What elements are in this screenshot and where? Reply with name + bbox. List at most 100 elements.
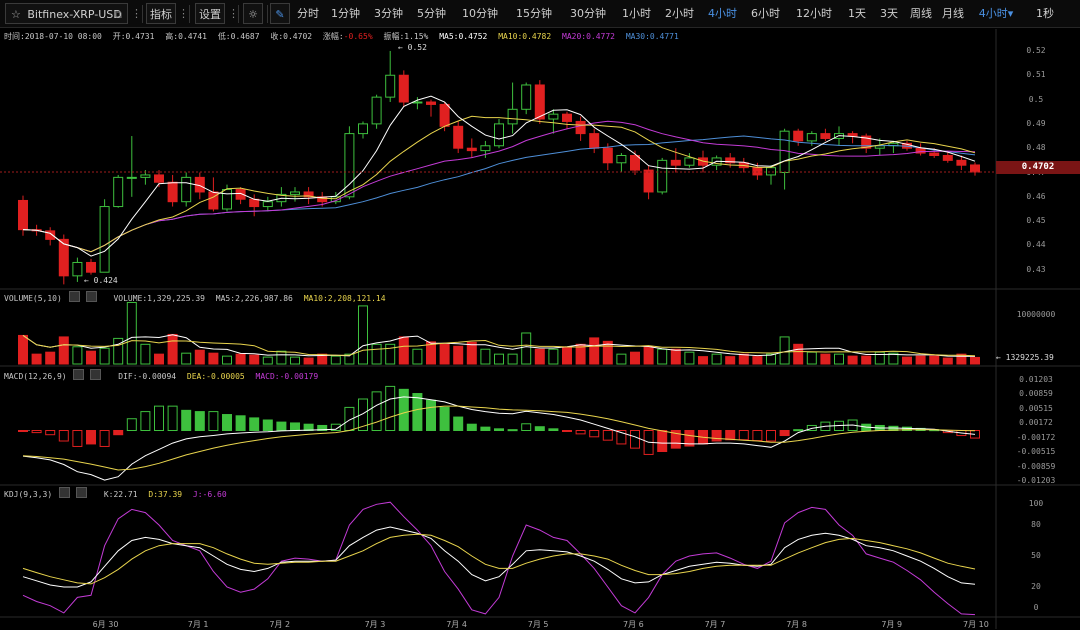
period-tab-4[interactable]: 10分钟	[462, 7, 498, 20]
x-tick-label: 7月 2	[269, 620, 291, 629]
candle-body	[126, 176, 137, 179]
candle-body	[167, 181, 178, 203]
refresh-rate-label[interactable]: 1秒	[1036, 7, 1054, 20]
period-tab-5[interactable]: 15分钟	[516, 7, 552, 20]
volume-bar	[602, 340, 613, 365]
volume-bar	[249, 354, 260, 365]
indicators-button[interactable]: 指标	[146, 3, 176, 24]
period-tab-0[interactable]: 分时	[297, 7, 319, 20]
macd-close-icon[interactable]	[90, 369, 102, 380]
candle-body	[398, 74, 409, 103]
period-tab-6[interactable]: 30分钟	[570, 7, 606, 20]
volume-bar	[317, 353, 328, 365]
macd-bar	[684, 430, 695, 447]
macd-settings-icon[interactable]	[73, 369, 85, 380]
period-tab-1[interactable]: 1分钟	[331, 7, 360, 20]
volume-bar	[956, 353, 967, 365]
period-tab-11[interactable]: 12小时	[796, 7, 832, 20]
period-tab-9[interactable]: 4小时	[708, 7, 737, 20]
candle-body	[847, 133, 858, 137]
volume-bar	[72, 346, 83, 365]
period-tab-16[interactable]: 4小时▾	[978, 7, 1014, 20]
kdj-settings-icon[interactable]	[59, 487, 70, 498]
candle-body	[181, 176, 192, 203]
macd-bar	[262, 419, 273, 431]
candle-body	[249, 198, 260, 208]
draw-pen-icon[interactable]: ✎	[270, 3, 290, 24]
kdj-close-icon[interactable]	[76, 487, 87, 498]
volume-bar	[480, 348, 491, 365]
settings-button[interactable]: 设置	[195, 3, 225, 24]
volume-bar	[970, 356, 980, 365]
volume-bar	[630, 351, 640, 365]
kdj-tick-label: 0	[1033, 602, 1039, 612]
volume-bar	[426, 341, 436, 365]
macd-dea: DEA:-0.00005	[186, 372, 245, 381]
candle-body	[657, 159, 668, 193]
macd-bar	[548, 428, 559, 432]
candle-body	[806, 133, 817, 142]
candle-body	[956, 159, 967, 166]
volume-value: VOLUME:1,329,225.39	[113, 294, 205, 303]
candle-body	[222, 189, 232, 210]
star-icon[interactable]: ☆	[11, 8, 21, 21]
volume-bar	[126, 301, 137, 365]
macd-bar	[72, 430, 83, 447]
candle-body	[874, 145, 885, 149]
macd-bar	[167, 405, 178, 432]
menu-dots-icon[interactable]: ⋮	[131, 7, 142, 20]
macd-tick-label: 0.01203	[1019, 374, 1053, 384]
volume-bar	[31, 353, 42, 365]
last-price-tag: 0.4702	[996, 161, 1080, 174]
macd-title: MACD(12,26,9)	[4, 372, 67, 381]
volume-close-icon[interactable]	[85, 291, 97, 302]
theme-sun-icon[interactable]: ☼	[243, 3, 263, 24]
macd-bar	[915, 427, 926, 431]
ma5-line	[22, 95, 976, 257]
macd-bar	[330, 423, 341, 432]
period-tab-14[interactable]: 周线	[910, 7, 932, 20]
volume-tick-label: 10000000	[1016, 309, 1056, 319]
candle-body	[888, 142, 899, 147]
macd-bar	[86, 430, 96, 445]
volume-bar	[698, 356, 708, 365]
kdj-tick-label: 20	[1031, 582, 1041, 592]
divider	[238, 5, 239, 23]
period-tab-8[interactable]: 2小时	[665, 7, 694, 20]
volume-bar	[766, 353, 776, 365]
volume-bar	[820, 353, 831, 365]
macd-tick-label: -0.00859	[1016, 461, 1056, 471]
indicators-menu-icon[interactable]: ⋮	[178, 7, 189, 20]
candle-body	[31, 229, 42, 232]
period-tab-13[interactable]: 3天	[880, 7, 898, 20]
volume-bar	[684, 351, 695, 365]
candle-body	[290, 191, 300, 195]
period-tab-7[interactable]: 1小时	[622, 7, 651, 20]
macd-bar	[126, 418, 137, 431]
symbol-selector[interactable]: ☆ Bitfinex-XRP-USD ⧉	[5, 3, 128, 24]
period-tab-10[interactable]: 6小时	[751, 7, 780, 20]
macd-bar	[738, 430, 749, 441]
candle-body	[616, 154, 627, 164]
period-tab-3[interactable]: 5分钟	[417, 7, 446, 20]
candle-body	[820, 133, 831, 139]
candle-body	[684, 157, 695, 166]
candle-body	[793, 130, 804, 142]
volume-ma5: MA5:2,226,987.86	[215, 294, 293, 303]
volume-bar	[262, 356, 273, 365]
macd-bar	[698, 430, 708, 445]
candle-body	[72, 261, 83, 277]
volume-settings-icon[interactable]	[68, 291, 80, 302]
ma10-line	[22, 115, 976, 253]
period-tab-2[interactable]: 3分钟	[374, 7, 403, 20]
period-tab-15[interactable]: 月线	[942, 7, 964, 20]
volume-bar	[929, 355, 940, 365]
divider	[142, 5, 143, 23]
ma20-line	[22, 120, 976, 253]
settings-menu-icon[interactable]: ⋮	[228, 7, 239, 20]
volume-bar	[235, 353, 246, 365]
candle-body	[330, 196, 341, 203]
period-tab-12[interactable]: 1天	[848, 7, 866, 20]
compare-icon[interactable]: ⧉	[114, 8, 122, 21]
